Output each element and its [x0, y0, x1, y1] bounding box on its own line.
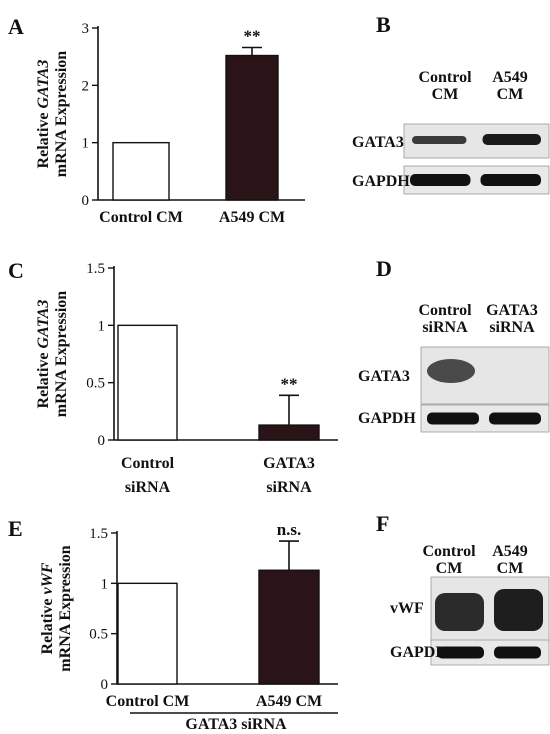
- category-label: Control: [121, 455, 175, 472]
- blot-column-label: CM: [436, 560, 463, 577]
- group-label: GATA3 siRNA: [185, 716, 287, 733]
- blot-column-label: A549: [492, 69, 528, 86]
- chart-panel-c: C 0 0.5 1 1.5 Control siRNA ** GATA3 siRNA Relativ…: [8, 258, 338, 496]
- category-label: Control CM: [99, 209, 183, 226]
- y-tick-label: 1.5: [86, 261, 105, 277]
- band-target-lane-2: [482, 134, 541, 145]
- bar-1: [112, 141, 170, 201]
- y-tick-label: 0: [98, 433, 106, 449]
- blot-column-label: Control: [422, 543, 476, 560]
- chart-panel-a: A 0 1 2 3 Control CM ** A549 CM Relative GATA3 mR…: [8, 14, 305, 226]
- bar-1: [117, 324, 178, 441]
- y-tick-label: 1: [101, 576, 109, 592]
- y-axis-label: Relative GATA3: [35, 300, 52, 409]
- bar-2: [258, 569, 320, 685]
- blot-column-label: CM: [497, 86, 524, 103]
- blot-column-label: Control: [418, 302, 472, 319]
- chart-panel-e: E 0 0.5 1 1.5 Control CM n.s. A549 CM Relative v…: [8, 516, 338, 733]
- panel-letter: B: [376, 12, 391, 37]
- y-axis-label: Relative vWF: [39, 562, 56, 654]
- band-gapdh-lane-1: [437, 646, 484, 659]
- panel-letter: D: [376, 256, 392, 281]
- panel-letter: F: [376, 511, 389, 536]
- blot-row-label: GAPDH: [352, 173, 410, 190]
- blot-column-label: siRNA: [422, 319, 468, 336]
- y-axis-label: Relative GATA3: [35, 60, 52, 169]
- band-gapdh-lane-1: [410, 174, 471, 186]
- band-target-lane-1: [427, 359, 475, 383]
- y-axis-label-gene: GATA3: [35, 300, 52, 349]
- y-tick-label: 1: [82, 136, 90, 152]
- y-tick-label: 3: [82, 21, 90, 37]
- blot-column-label: CM: [432, 86, 459, 103]
- blot-row-label: GATA3: [352, 134, 404, 151]
- y-tick-label: 2: [82, 78, 90, 94]
- blot-column-label: GATA3: [486, 302, 538, 319]
- band-gapdh-lane-1: [427, 412, 479, 425]
- band-target-lane-1: [435, 593, 484, 631]
- y-axis-label-gene: vWF: [39, 562, 56, 594]
- significance-label: **: [244, 26, 261, 45]
- western-blots: BControlCMA549CMGATA3GAPDHDControlsiRNAG…: [352, 12, 550, 666]
- blot-row-label: GATA3: [358, 368, 410, 385]
- blot-row-label: vWF: [390, 600, 424, 617]
- category-label: A549 CM: [256, 693, 322, 710]
- band-gapdh-lane-2: [494, 646, 541, 659]
- band-target-lane-2: [494, 589, 543, 631]
- y-tick-label: 0: [101, 677, 109, 693]
- y-tick-label: 1.5: [89, 526, 108, 542]
- y-tick-label: 0.5: [86, 376, 105, 392]
- significance-label: **: [281, 374, 298, 393]
- blot-row-label: GAPDH: [358, 410, 416, 427]
- category-label: GATA3: [263, 455, 315, 472]
- blot-column-label: siRNA: [489, 319, 535, 336]
- y-axis-label-prefix: Relative: [35, 108, 52, 168]
- blot-column-label: A549: [492, 543, 528, 560]
- y-tick-label: 0: [82, 193, 90, 209]
- blot-column-label: CM: [497, 560, 524, 577]
- band-target-lane-1: [412, 136, 467, 144]
- category-label: siRNA: [266, 479, 312, 496]
- y-axis-label-prefix: Relative: [39, 595, 56, 655]
- y-tick-label: 1: [98, 318, 106, 334]
- significance-label: n.s.: [277, 520, 302, 539]
- y-axis-label-gene: GATA3: [35, 60, 52, 109]
- blot-membrane-target: [420, 346, 550, 405]
- panel-letter: A: [8, 14, 24, 39]
- panel-letter: C: [8, 258, 24, 283]
- band-gapdh-lane-2: [489, 412, 541, 425]
- band-gapdh-lane-2: [480, 174, 541, 186]
- y-tick-label: 0.5: [89, 627, 108, 643]
- blot-column-label: Control: [418, 69, 472, 86]
- bar-2: [258, 424, 320, 441]
- category-label: siRNA: [125, 479, 171, 496]
- bar-2: [225, 54, 279, 201]
- blot-row-label: GAPDH: [390, 644, 448, 661]
- category-label: Control CM: [106, 693, 190, 710]
- y-axis-label-line2: mRNA Expression: [53, 291, 70, 417]
- category-label: A549 CM: [219, 209, 285, 226]
- bar-1: [117, 582, 178, 685]
- y-axis-label-line2: mRNA Expression: [57, 545, 74, 671]
- y-axis-label-prefix: Relative: [35, 348, 52, 408]
- y-axis-label-line2: mRNA Expression: [53, 51, 70, 177]
- panel-letter: E: [8, 516, 23, 541]
